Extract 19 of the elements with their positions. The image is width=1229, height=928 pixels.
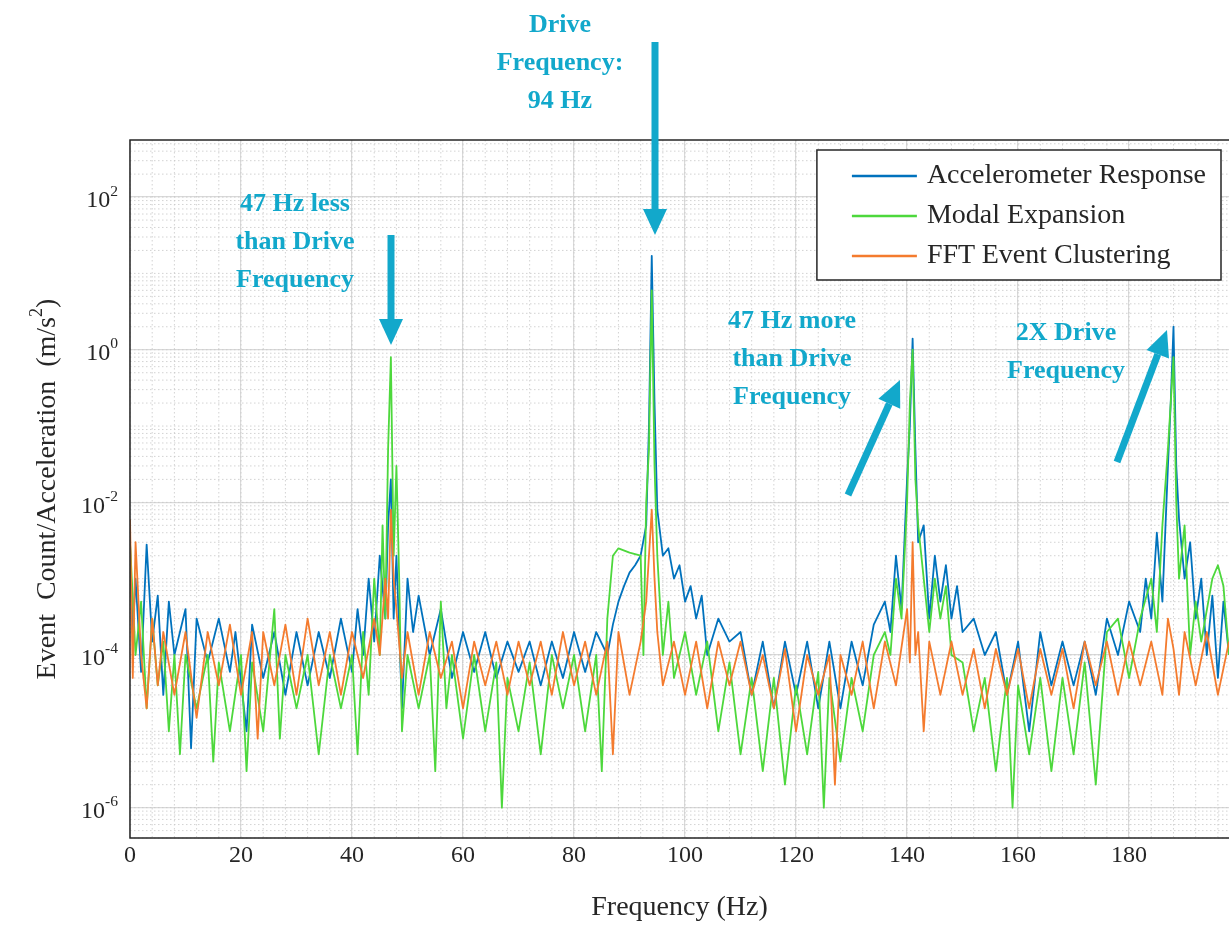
annotation: 47 Hz more than Drive Frequency: [726, 304, 857, 412]
x-tick-label: 140: [889, 840, 926, 867]
x-tick-label: 160: [1000, 840, 1037, 867]
x-tick-label: 0: [124, 840, 136, 867]
text: Drive Frequency: 94 Hz: [495, 8, 625, 116]
x-tick-label: 180: [1111, 840, 1148, 867]
legend-label: Modal Expansion: [926, 198, 1126, 230]
x-tick-label: 120: [778, 840, 815, 867]
x-tick-label: 20: [229, 840, 254, 867]
x-tick-label: 80: [562, 840, 587, 867]
legend-label: FFT Event Clustering: [926, 238, 1171, 270]
x-tick-label: 40: [340, 840, 365, 867]
annotation: 2X Drive Frequency: [1006, 316, 1126, 386]
x-tick-label: 60: [451, 840, 476, 867]
legend-label: Accelerometer Response: [926, 158, 1207, 190]
y-axis-title: Event Count/Acceleration (m/s2): [25, 298, 62, 680]
x-tick-label: 100: [667, 840, 704, 867]
annotation: 47 Hz less than Drive Frequency: [234, 187, 356, 295]
x-axis-title: Frequency (Hz): [591, 889, 768, 921]
